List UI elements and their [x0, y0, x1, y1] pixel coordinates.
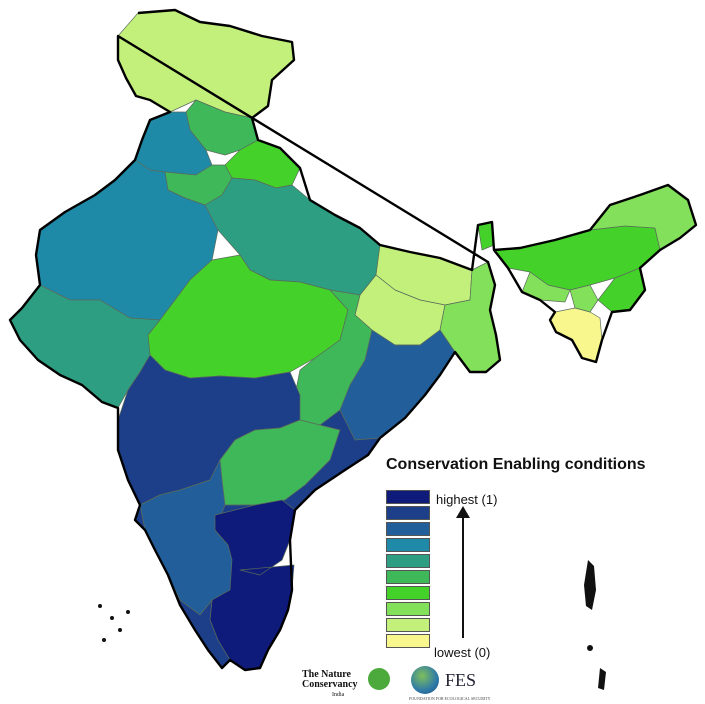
legend-swatch [386, 618, 430, 632]
globe-icon [411, 666, 439, 694]
nicobar-islands [598, 668, 606, 690]
fes-logo-subtitle: FOUNDATION FOR ECOLOGICAL SECURITY [409, 696, 491, 701]
leaf-icon [368, 668, 390, 690]
legend-title: Conservation Enabling conditions [386, 456, 646, 473]
lakshadweep-island-2 [110, 616, 114, 620]
region-mizoram [549, 307, 603, 363]
tnc-logo-line3: India [332, 692, 345, 698]
lakshadweep-island-3 [118, 628, 122, 632]
arrow-up-icon [456, 506, 470, 518]
legend-swatch [386, 490, 430, 504]
tnc-logo: The Nature Conservancy India [302, 670, 358, 700]
legend-swatch [386, 522, 430, 536]
legend-swatch [386, 554, 430, 568]
legend-swatch [386, 570, 430, 584]
india-outline [8, 8, 698, 672]
legend-swatch [386, 634, 430, 648]
andaman-islands [584, 560, 596, 610]
lakshadweep-island-4 [102, 638, 106, 642]
fes-logo-text: FES [445, 670, 477, 690]
legend-arrow-shaft [462, 516, 464, 638]
region-tripura [569, 284, 599, 313]
legend-swatch [386, 538, 430, 552]
legend-swatch [386, 506, 430, 520]
legend-high-label: highest (1) [436, 492, 498, 507]
legend-swatch [386, 602, 430, 616]
lakshadweep-island-5 [126, 610, 130, 614]
legend-low-label: lowest (0) [434, 645, 491, 660]
tnc-logo-line1: The Nature [302, 669, 351, 680]
legend-swatch [386, 586, 430, 600]
tnc-logo-line2: Conservancy [302, 679, 358, 690]
lakshadweep-island-1 [98, 604, 102, 608]
nicobar-island-small [587, 645, 593, 651]
